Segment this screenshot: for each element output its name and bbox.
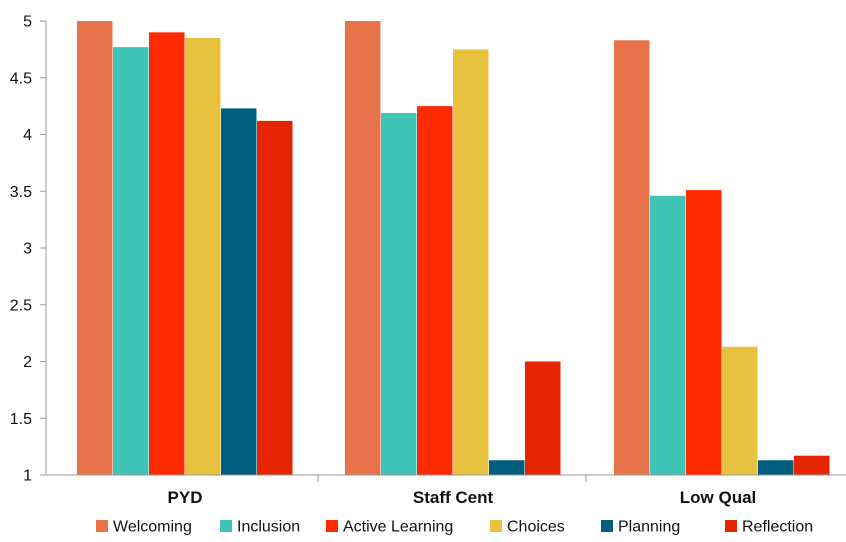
legend-label: Inclusion [237, 519, 300, 536]
bar-staff-cent-choices [453, 49, 489, 475]
bar-low-qual-inclusion [650, 195, 686, 476]
legend-swatch [326, 520, 338, 532]
bars-layer [77, 21, 830, 476]
y-tick-label: 2 [23, 354, 32, 371]
y-tick-label: 4 [23, 127, 32, 144]
legend-item-reflection: Reflection [725, 519, 813, 536]
legend-label: Reflection [742, 519, 813, 536]
legend-item-welcoming: Welcoming [96, 519, 192, 536]
legend-item-choices: Choices [490, 519, 565, 536]
legend-item-active-learning: Active Learning [326, 519, 453, 536]
axes-layer: 1 1.5 2 2.5 3 3.5 4 4.5 5 PYD Staff Cent Low Qual [10, 14, 846, 507]
bar-staff-cent-welcoming [345, 21, 381, 475]
bar-staff-cent-inclusion [381, 112, 417, 475]
y-tick-label: 5 [23, 14, 32, 31]
bar-pyd-reflection [257, 120, 293, 475]
bar-pyd-inclusion [113, 47, 149, 475]
legend: Welcoming Inclusion Active Learning Choices… [96, 519, 813, 536]
legend-label: Welcoming [113, 519, 192, 536]
legend-item-inclusion: Inclusion [220, 519, 300, 536]
bar-pyd-choices [185, 38, 221, 476]
x-tick-label-low-qual: Low Qual [680, 488, 757, 507]
legend-swatch [220, 520, 232, 532]
bar-pyd-planning [221, 108, 257, 476]
y-tick-label: 3 [23, 241, 32, 258]
legend-label: Active Learning [343, 519, 453, 536]
x-tick-label-staff-cent: Staff Cent [413, 488, 494, 507]
bar-staff-cent-active-learning [417, 106, 453, 475]
y-tick-label: 2.5 [10, 297, 32, 314]
legend-item-planning: Planning [601, 519, 680, 536]
legend-swatch [490, 520, 502, 532]
y-tick-label: 1.5 [10, 411, 32, 428]
bar-staff-cent-reflection [525, 361, 561, 475]
legend-swatch [725, 520, 737, 532]
bar-low-qual-planning [758, 460, 794, 475]
legend-label: Planning [618, 519, 680, 536]
legend-label: Choices [507, 519, 565, 536]
bar-low-qual-choices [722, 346, 758, 475]
bar-low-qual-welcoming [614, 40, 650, 476]
bar-low-qual-active-learning [686, 190, 722, 476]
bar-low-qual-reflection [794, 455, 830, 475]
bar-pyd-welcoming [77, 21, 113, 475]
legend-swatch [601, 520, 613, 532]
bar-staff-cent-planning [489, 460, 525, 475]
y-tick-label: 3.5 [10, 184, 32, 201]
y-tick-label: 1 [23, 468, 32, 485]
legend-swatch [96, 520, 108, 532]
x-tick-label-pyd: PYD [168, 488, 203, 507]
y-tick-label: 4.5 [10, 70, 32, 87]
bar-pyd-active-learning [149, 32, 185, 475]
